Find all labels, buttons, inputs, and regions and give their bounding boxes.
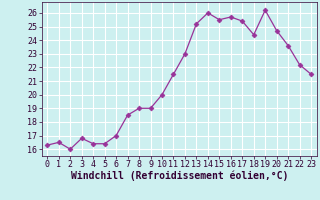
X-axis label: Windchill (Refroidissement éolien,°C): Windchill (Refroidissement éolien,°C)	[70, 171, 288, 181]
